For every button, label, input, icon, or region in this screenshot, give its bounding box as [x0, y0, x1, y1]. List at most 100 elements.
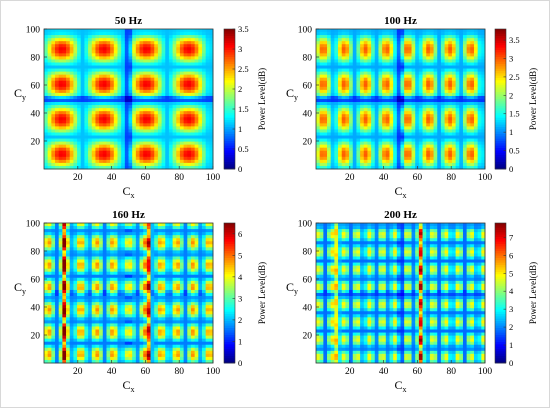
heatmap-cell: [202, 75, 206, 78]
heatmap-cell: [73, 151, 77, 154]
heatmap-cell: [187, 232, 191, 235]
heatmap-cell: [169, 93, 173, 96]
heatmap-cell: [415, 41, 419, 44]
heatmap-cell: [404, 126, 408, 129]
heatmap-cell: [184, 250, 188, 253]
heatmap-cell: [62, 90, 66, 93]
heatmap-cell: [158, 105, 162, 108]
heatmap-cell: [162, 84, 166, 87]
heatmap-cell: [467, 66, 471, 69]
heatmap-cell: [415, 35, 419, 38]
heatmap-cell: [151, 238, 155, 241]
heatmap-cell: [70, 35, 74, 38]
heatmap-cell: [132, 84, 136, 87]
heatmap-cell: [136, 56, 140, 59]
heatmap-cell: [375, 108, 379, 111]
heatmap-cell: [106, 72, 110, 75]
heatmap-cell: [162, 50, 166, 53]
heatmap-cell: [180, 223, 184, 226]
heatmap-cell: [66, 132, 70, 135]
heatmap-cell: [338, 142, 342, 145]
heatmap-cell: [206, 232, 210, 235]
heatmap-cell: [327, 59, 331, 62]
heatmap-cell: [180, 59, 184, 62]
heatmap-cell: [121, 235, 125, 238]
heatmap-cell: [158, 102, 162, 105]
heatmap-cell: [202, 38, 206, 41]
heatmap-cell: [404, 59, 408, 62]
heatmap-cell: [81, 145, 85, 148]
heatmap-cell: [320, 102, 324, 105]
heatmap-cell: [423, 81, 427, 84]
heatmap-cell: [48, 160, 52, 163]
heatmap-cell: [426, 163, 430, 166]
heatmap-cell: [206, 111, 210, 114]
heatmap-cell: [378, 81, 382, 84]
heatmap-cell: [467, 114, 471, 117]
heatmap-cell: [162, 114, 166, 117]
heatmap-cell: [459, 53, 463, 56]
heatmap-cell: [360, 160, 364, 163]
heatmap-cell: [143, 47, 147, 50]
heatmap-cell: [191, 59, 195, 62]
heatmap-cell: [386, 84, 390, 87]
heatmap-cell: [412, 66, 416, 69]
heatmap-cell: [338, 66, 342, 69]
heatmap-cell: [463, 114, 467, 117]
heatmap-cell: [316, 62, 320, 65]
heatmap-cell: [180, 87, 184, 90]
heatmap-cell: [187, 223, 191, 226]
heatmap-cell: [364, 163, 368, 166]
heatmap-cell: [415, 84, 419, 87]
heatmap-cell: [151, 99, 155, 102]
heatmap-cell: [349, 126, 353, 129]
heatmap-cell: [389, 136, 393, 139]
heatmap-cell: [147, 123, 151, 126]
heatmap-cell: [103, 35, 107, 38]
heatmap-cell: [62, 53, 66, 56]
heatmap-cell: [408, 142, 412, 145]
heatmap-cell: [426, 32, 430, 35]
heatmap-cell: [378, 105, 382, 108]
heatmap-cell: [88, 105, 92, 108]
heatmap-cell: [44, 253, 48, 256]
heatmap-cell: [386, 99, 390, 102]
heatmap-cell: [187, 253, 191, 256]
heatmap-cell: [456, 56, 460, 59]
heatmap-cell: [378, 50, 382, 53]
heatmap-cell: [180, 32, 184, 35]
heatmap-cell: [206, 136, 210, 139]
heatmap-cell: [136, 244, 140, 247]
heatmap-cell: [136, 136, 140, 139]
heatmap-cell: [445, 117, 449, 120]
heatmap-cell: [51, 81, 55, 84]
heatmap-cell: [478, 44, 482, 47]
heatmap-cell: [364, 108, 368, 111]
heatmap-cell: [154, 96, 158, 99]
heatmap-cell: [114, 114, 118, 117]
colorbar-segment: [495, 64, 506, 67]
heatmap-cell: [103, 247, 107, 250]
heatmap-cell: [73, 226, 77, 229]
heatmap-cell: [95, 35, 99, 38]
heatmap-cell: [342, 123, 346, 126]
heatmap-cell: [154, 157, 158, 160]
heatmap-cell: [206, 29, 210, 32]
heatmap-cell: [375, 90, 379, 93]
heatmap-cell: [456, 99, 460, 102]
heatmap-cell: [66, 41, 70, 44]
heatmap-cell: [478, 53, 482, 56]
heatmap-cell: [103, 126, 107, 129]
heatmap-cell: [342, 78, 346, 81]
heatmap-cell: [176, 232, 180, 235]
heatmap-cell: [412, 111, 416, 114]
heatmap-cell: [125, 223, 129, 226]
heatmap-cell: [77, 111, 81, 114]
heatmap-cell: [125, 75, 129, 78]
colorbar-segment: [495, 41, 506, 44]
heatmap-cell: [441, 142, 445, 145]
heatmap-cell: [378, 99, 382, 102]
heatmap-cell: [73, 78, 77, 81]
heatmap-cell: [121, 226, 125, 229]
